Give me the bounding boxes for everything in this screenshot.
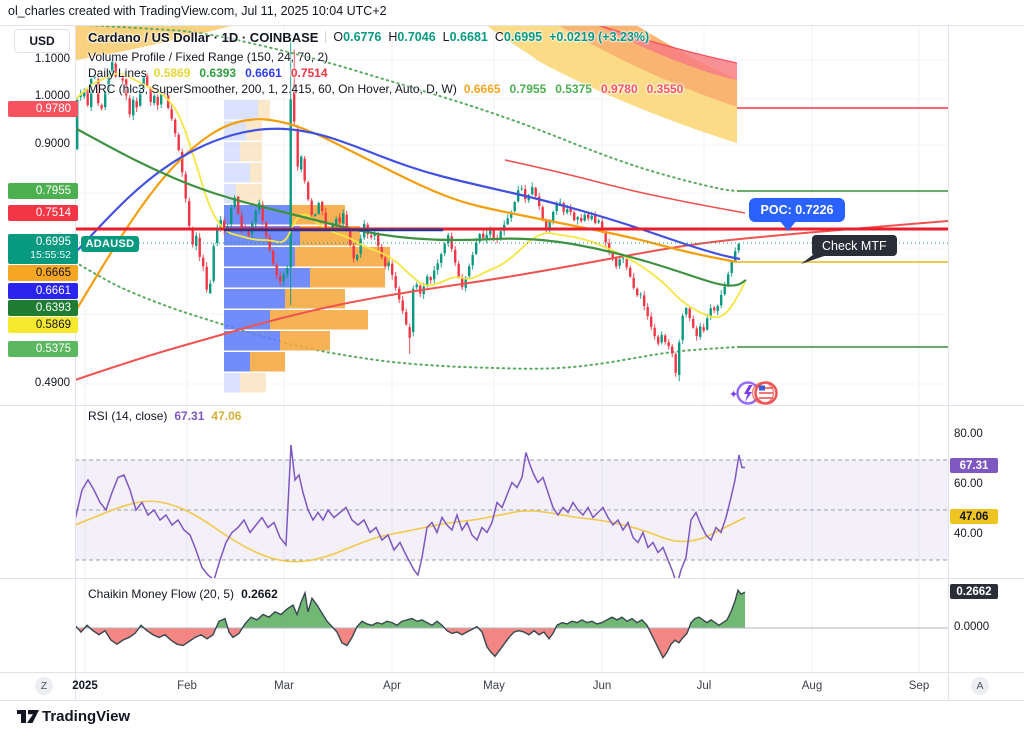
- legend-daily-lines-row[interactable]: Daily Lines 0.5869 0.6393 0.6661 0.7514: [88, 66, 328, 80]
- current-price: 0.6995: [35, 236, 71, 248]
- legend-value: 0.7514: [290, 66, 328, 80]
- tradingview-logo-icon[interactable]: [16, 707, 40, 725]
- price-level-badge: 0.5375: [8, 340, 78, 357]
- legend-volume-profile-row[interactable]: Volume Profile / Fixed Range (150, 24, 7…: [88, 50, 328, 64]
- close-label: C: [494, 30, 504, 44]
- month-label[interactable]: Aug: [801, 680, 823, 692]
- low-value: 0.6681: [449, 30, 488, 44]
- month-label[interactable]: May: [483, 680, 505, 692]
- month-label[interactable]: Feb: [177, 680, 197, 692]
- daily-lines-label: Daily Lines: [88, 66, 147, 80]
- high-label: H: [388, 30, 398, 44]
- attribution-text: ol_charles created with TradingView.com,…: [8, 4, 387, 18]
- scroll-right-button[interactable]: A: [971, 677, 989, 695]
- price-level-badge: 0.7955: [8, 182, 78, 199]
- cmf-value: 0.2662: [241, 587, 278, 601]
- rsi-tick: 60.00: [954, 478, 983, 490]
- current-price-badge: 0.6995 15:55:52: [8, 234, 78, 264]
- cmf-legend-row[interactable]: Chaikin Money Flow (20, 5) 0.2662: [88, 587, 278, 601]
- scroll-left-button[interactable]: Z: [35, 677, 53, 695]
- open-label: O: [333, 30, 344, 44]
- price-level-badge: 0.5869: [8, 316, 78, 333]
- close-value: 0.6995: [503, 30, 543, 44]
- mrc-label: MRC (hlc3, SuperSmoother, 200, 1, 2.415,…: [88, 82, 457, 96]
- symbol-title: Cardano / US Dollar · 1D · COINBASE: [88, 29, 319, 45]
- price-level-badge: 0.6665: [8, 264, 78, 281]
- bar-countdown: 15:55:52: [30, 249, 71, 261]
- legend-value: 0.6393: [199, 66, 237, 80]
- legend-value: 0.3550: [646, 82, 684, 96]
- rsi-legend-row[interactable]: RSI (14, close) 67.31 47.06: [88, 409, 241, 423]
- mrc-values: 0.6665 0.7955 0.5375 0.9780 0.3550: [464, 82, 684, 96]
- legend-value: 0.6665: [463, 82, 501, 96]
- legend-value: 0.9780: [600, 82, 638, 96]
- tradingview-brand[interactable]: TradingView: [42, 708, 131, 725]
- volume-profile-label: Volume Profile / Fixed Range (150, 24, 7…: [88, 50, 329, 64]
- price-tick: 0.9000: [34, 138, 70, 150]
- rsi-label: RSI (14, close): [88, 409, 168, 423]
- poc-callout: POC: 0.7226: [749, 198, 845, 222]
- price-level-badge: 0.6393: [8, 299, 78, 316]
- legend-mrc-row[interactable]: MRC (hlc3, SuperSmoother, 200, 1, 2.415,…: [88, 82, 683, 96]
- cmf-tick: 0.0000: [954, 621, 990, 633]
- year-label[interactable]: 2025: [72, 680, 98, 692]
- legend-symbol-row[interactable]: Cardano / US Dollar · 1D · COINBASE O0.6…: [88, 28, 649, 46]
- price-tick: 0.4900: [34, 377, 70, 389]
- svg-text:✦: ✦: [729, 388, 738, 401]
- legend-value: 0.6661: [245, 66, 282, 80]
- price-tick: 1.1000: [34, 53, 70, 65]
- cmf-badge: 0.2662: [950, 583, 998, 599]
- check-mtf-tooltip: Check MTF: [812, 235, 897, 256]
- rsi-value: 67.31: [174, 409, 205, 423]
- low-label: L: [442, 30, 450, 44]
- rsi-badge: 67.31: [950, 457, 998, 473]
- rsi-tick: 40.00: [954, 528, 983, 540]
- rsi-badge: 47.06: [950, 508, 998, 524]
- month-label[interactable]: Mar: [274, 680, 294, 692]
- legend-divider: [325, 31, 327, 43]
- month-label[interactable]: Jun: [592, 680, 612, 692]
- cmf-label: Chaikin Money Flow (20, 5): [88, 587, 235, 601]
- rsi-tick: 80.00: [954, 428, 983, 440]
- daily-lines-values: 0.5869 0.6393 0.6661 0.7514: [154, 66, 328, 80]
- rsi-ma-value: 47.06: [211, 409, 242, 423]
- price-level-badge: 0.7514: [8, 204, 78, 221]
- legend-value: 0.7955: [509, 82, 547, 96]
- price-tick: 1.0000: [34, 90, 70, 102]
- high-value: 0.7046: [397, 30, 436, 44]
- month-label[interactable]: Sep: [908, 680, 930, 692]
- symbol-price-label: ADAUSD: [81, 236, 139, 252]
- price-level-badge: 0.6661: [8, 282, 78, 299]
- price-level-badge: 0.9780: [8, 100, 78, 117]
- open-value: 0.6776: [343, 30, 382, 44]
- change-value: +0.0219 (+3.23%): [549, 30, 650, 44]
- month-label[interactable]: Jul: [696, 680, 712, 692]
- month-label[interactable]: Apr: [383, 680, 401, 692]
- legend-value: 0.5869: [153, 66, 191, 80]
- legend-value: 0.5375: [555, 82, 592, 96]
- currency-label[interactable]: USD: [14, 29, 70, 53]
